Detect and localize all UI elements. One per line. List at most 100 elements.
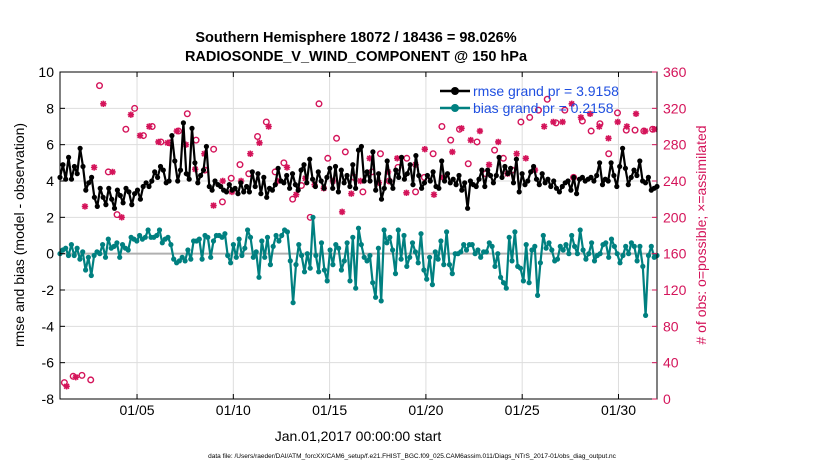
obs-assimilated-marker [394, 155, 401, 162]
rmse-marker [241, 189, 247, 195]
bias-marker [384, 240, 390, 246]
rmse-marker [261, 174, 267, 180]
rmse-marker [226, 182, 232, 188]
bias-marker [293, 262, 299, 268]
chart-title-line2: RADIOSONDE_V_WIND_COMPONENT @ 150 hPa [185, 49, 528, 65]
bias-marker [117, 254, 123, 260]
bias-marker [543, 245, 549, 251]
rmse-marker [289, 171, 296, 177]
obs-assimilated-marker [577, 114, 585, 121]
obs-assimilated-marker [467, 136, 474, 144]
bias-marker [441, 262, 447, 268]
rmse-marker [456, 172, 462, 179]
rmse-marker [183, 171, 189, 177]
rmse-marker [505, 171, 511, 177]
bias-marker [472, 251, 478, 257]
bias-marker [546, 240, 552, 246]
obs-assimilated-marker [155, 138, 162, 146]
obs-possible-marker [341, 148, 349, 156]
rmse-marker [519, 171, 525, 177]
rmse-marker [60, 162, 66, 168]
rmse-marker [453, 182, 459, 188]
rmse-marker [218, 183, 224, 190]
rmse-marker [591, 178, 597, 184]
obs-assimilated-marker [366, 155, 373, 162]
obs-possible-marker [517, 118, 525, 126]
obs-possible-marker [438, 122, 446, 130]
x-tick-label: 01/30 [601, 402, 636, 418]
rmse-marker [74, 171, 80, 177]
obs-assimilated-marker [72, 374, 79, 381]
rmse-marker [387, 178, 393, 184]
obs-assimilated-marker [550, 118, 557, 126]
bias-marker [517, 265, 524, 271]
bias-marker [626, 251, 632, 257]
bias-marker [318, 240, 325, 246]
rmse-marker [353, 185, 359, 191]
rmse-marker [565, 178, 571, 184]
bias-marker [63, 245, 69, 251]
bias-marker [287, 258, 293, 264]
bias-marker [614, 251, 620, 257]
rmse-marker [404, 171, 410, 177]
obs-possible-marker [96, 82, 104, 90]
obs-possible-marker [254, 132, 262, 140]
bias-marker [137, 232, 143, 239]
obs-assimilated-marker [642, 127, 649, 135]
rmse-marker [80, 163, 86, 170]
legend-rmse-label: rmse grand pr = 3.9158 [473, 83, 619, 99]
rmse-marker [332, 163, 339, 170]
bias-marker [540, 232, 546, 239]
rmse-marker [574, 191, 580, 197]
bias-marker [483, 249, 489, 255]
bias-marker [296, 242, 302, 248]
bias-marker [253, 249, 259, 255]
bias-marker [159, 240, 165, 246]
rmse-marker [166, 178, 172, 184]
rmse-marker [465, 205, 471, 211]
rmse-marker [344, 172, 350, 179]
bias-marker [444, 229, 450, 235]
bias-marker [569, 232, 575, 239]
bias-marker [378, 298, 384, 304]
x-tick-label: 01/10 [216, 402, 251, 418]
rmse-marker [553, 185, 560, 191]
bias-marker [401, 232, 407, 239]
obs-assimilated-marker [568, 100, 575, 107]
bias-marker [412, 249, 418, 255]
obs-possible-marker [534, 106, 542, 114]
rmse-marker [637, 158, 643, 164]
rmse-marker [473, 183, 479, 190]
bias-marker [145, 227, 151, 233]
y-axis-label-left: rmse and bias (model - observation) [11, 123, 27, 347]
rmse-marker [123, 185, 129, 191]
obs-assimilated-marker [256, 139, 263, 147]
bias-marker [97, 251, 103, 257]
rmse-marker [310, 176, 316, 182]
bias-marker [284, 229, 290, 235]
rmse-marker [427, 178, 433, 184]
bias-marker [313, 252, 319, 259]
rmse-marker [338, 167, 344, 173]
rmse-marker [223, 189, 230, 195]
rmse-marker [407, 162, 413, 168]
bias-marker [563, 242, 569, 248]
rmse-marker [281, 180, 287, 186]
bias-marker [196, 236, 202, 242]
rmse-marker [117, 192, 123, 199]
rmse-marker [350, 162, 356, 168]
bias-marker [290, 300, 296, 306]
obs-possible-marker [183, 110, 191, 118]
bias-marker [85, 254, 91, 260]
bias-marker [446, 262, 453, 268]
obs-assimilated-marker [449, 148, 456, 156]
obs-possible-marker [315, 100, 323, 108]
bias-marker [407, 254, 413, 260]
rmse-marker [198, 172, 204, 179]
rmse-marker [510, 180, 517, 186]
obs-possible-marker [613, 109, 621, 117]
obs-assimilated-marker [164, 139, 171, 147]
obs-possible-marker [473, 138, 481, 146]
bias-marker [438, 238, 444, 244]
rmse-marker [155, 174, 161, 180]
